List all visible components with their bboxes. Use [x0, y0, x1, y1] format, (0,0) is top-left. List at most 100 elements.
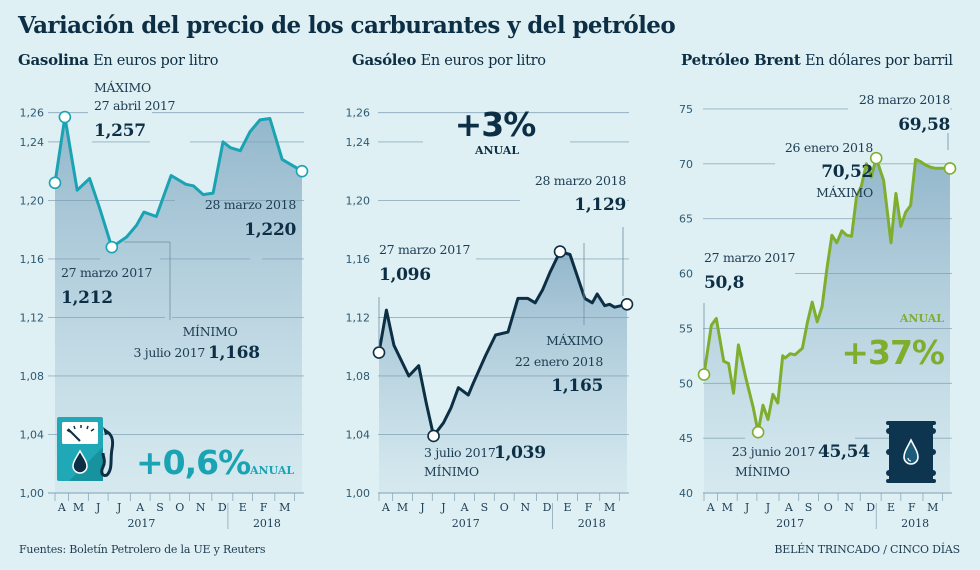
- start-marker: [697, 368, 711, 381]
- x-tick-label: E: [563, 501, 571, 514]
- x-tick-label: A: [381, 501, 391, 514]
- area-fill: [55, 117, 302, 493]
- end-marker: [620, 297, 634, 311]
- min-value: 1,168: [208, 343, 260, 363]
- x-tick-label: S: [156, 501, 164, 514]
- gasolina-annotations: MÁXIMO 27 abril 2017 1,257 27 marzo 2017…: [57, 80, 297, 482]
- y-tick-label: 1,12: [346, 311, 371, 324]
- min-marker: [427, 429, 440, 443]
- panel-name: Gasóleo: [352, 51, 417, 69]
- year-label: 2018: [578, 517, 606, 530]
- x-tick-label: O: [824, 501, 833, 514]
- max-date: 22 enero 2018: [515, 354, 603, 369]
- y-tick-label: 60: [679, 268, 693, 281]
- start-value: 1,212: [61, 288, 113, 308]
- change-value: +3%: [455, 105, 537, 144]
- x-tick-label: N: [521, 501, 531, 514]
- panel-title-gasoleo: Gasóleo En euros por litro: [352, 51, 546, 69]
- year-label: 2017: [127, 517, 155, 530]
- panel-unit: En dólares por barril: [804, 53, 953, 69]
- y-tick-label: 1,08: [346, 370, 371, 383]
- max-marker: [553, 245, 567, 258]
- panel-name: Petróleo Brent: [681, 51, 801, 69]
- x-tick-label: F: [908, 501, 916, 514]
- start-date: 27 marzo 2017: [704, 250, 796, 265]
- x-tick-label: J: [440, 501, 445, 514]
- x-tick-label: M: [927, 501, 938, 514]
- year-label: 2017: [776, 517, 804, 530]
- max-date: 26 enero 2018: [785, 140, 873, 155]
- area-fill: [704, 158, 950, 493]
- x-tick-label: F: [260, 501, 268, 514]
- x-tick-label: M: [279, 501, 290, 514]
- y-tick-label: 1,00: [346, 487, 371, 500]
- max-marker: [869, 151, 883, 165]
- y-tick-label: 1,08: [20, 370, 45, 383]
- min-value: 1,039: [494, 443, 546, 463]
- y-tick-label: 1,00: [20, 487, 45, 500]
- end-date: 28 marzo 2018: [535, 173, 627, 188]
- end-value: 1,129: [574, 195, 626, 215]
- start-date: 27 marzo 2017: [61, 265, 153, 280]
- end-date: 28 marzo 2018: [859, 92, 951, 107]
- x-tick-label: M: [73, 501, 84, 514]
- panel-title-brent: Petróleo Brent En dólares por barril: [681, 51, 953, 69]
- end-marker: [295, 164, 309, 178]
- x-tick-label: D: [218, 501, 227, 514]
- max-value: 1,165: [551, 376, 603, 396]
- x-tick-label: A: [135, 501, 145, 514]
- gasoleo-annotations: +3% ANUAL 27 marzo 2017 1,096 28 marzo 2…: [378, 105, 627, 479]
- min-value: 45,54: [818, 442, 870, 462]
- x-tick-label: J: [116, 501, 121, 514]
- credit-note: BELÉN TRINCADO / CINCO DÍAS: [774, 543, 960, 556]
- max-value: 70,52: [821, 162, 873, 182]
- y-tick-label: 1,24: [346, 136, 371, 149]
- series-line: [53, 115, 304, 249]
- max-label: MÁXIMO: [94, 80, 151, 95]
- panel-unit: En euros por litro: [93, 53, 219, 69]
- x-tick-label: J: [95, 501, 100, 514]
- panel-name: Gasolina: [18, 51, 89, 69]
- start-value: 50,8: [704, 273, 744, 293]
- year-label: 2017: [452, 517, 480, 530]
- max-label: MÁXIMO: [546, 333, 603, 348]
- x-tick-label: O: [500, 501, 509, 514]
- start-marker: [372, 346, 386, 359]
- y-tick-label: 1,04: [20, 428, 45, 441]
- x-tick-label: S: [805, 501, 813, 514]
- chart-gasolina: 1,001,041,081,121,161,201,241,26A M J J A S O N…: [20, 107, 309, 530]
- fuel-pump-icon: [57, 417, 115, 481]
- change-label: ANUAL: [474, 144, 519, 157]
- y-tick-label: 55: [679, 322, 693, 335]
- y-tick-label: 1,26: [20, 107, 45, 120]
- panel-unit: En euros por litro: [420, 53, 546, 69]
- end-marker: [943, 162, 957, 175]
- y-tick-label: 40: [679, 487, 693, 500]
- min-label: MÍNIMO: [183, 324, 238, 339]
- infographic-title: Variación del precio de los carburantes …: [18, 12, 676, 39]
- x-tick-label: O: [175, 501, 184, 514]
- end-value: 69,58: [898, 115, 950, 135]
- x-tick-label: E: [239, 501, 247, 514]
- y-tick-label: 1,04: [346, 428, 371, 441]
- x-tick-label: J: [419, 501, 424, 514]
- series-line: [702, 156, 952, 434]
- x-tick-label: E: [887, 501, 895, 514]
- series-line: [377, 250, 629, 438]
- start-value: 1,096: [379, 265, 431, 285]
- year-label: 2018: [253, 517, 281, 530]
- x-tick-label: M: [604, 501, 615, 514]
- x-tick-label: D: [866, 501, 875, 514]
- max-date: 27 abril 2017: [94, 98, 176, 113]
- x-tick-label: N: [196, 501, 206, 514]
- max-value: 1,257: [94, 121, 146, 141]
- min-date: 3 julio 2017: [424, 445, 496, 460]
- y-tick-label: 1,26: [346, 107, 371, 120]
- y-tick-label: 65: [679, 213, 693, 226]
- y-tick-label: 75: [679, 103, 693, 116]
- y-tick-label: 1,20: [346, 194, 371, 207]
- start-date: 27 marzo 2017: [379, 242, 471, 257]
- y-tick-label: 1,24: [20, 136, 45, 149]
